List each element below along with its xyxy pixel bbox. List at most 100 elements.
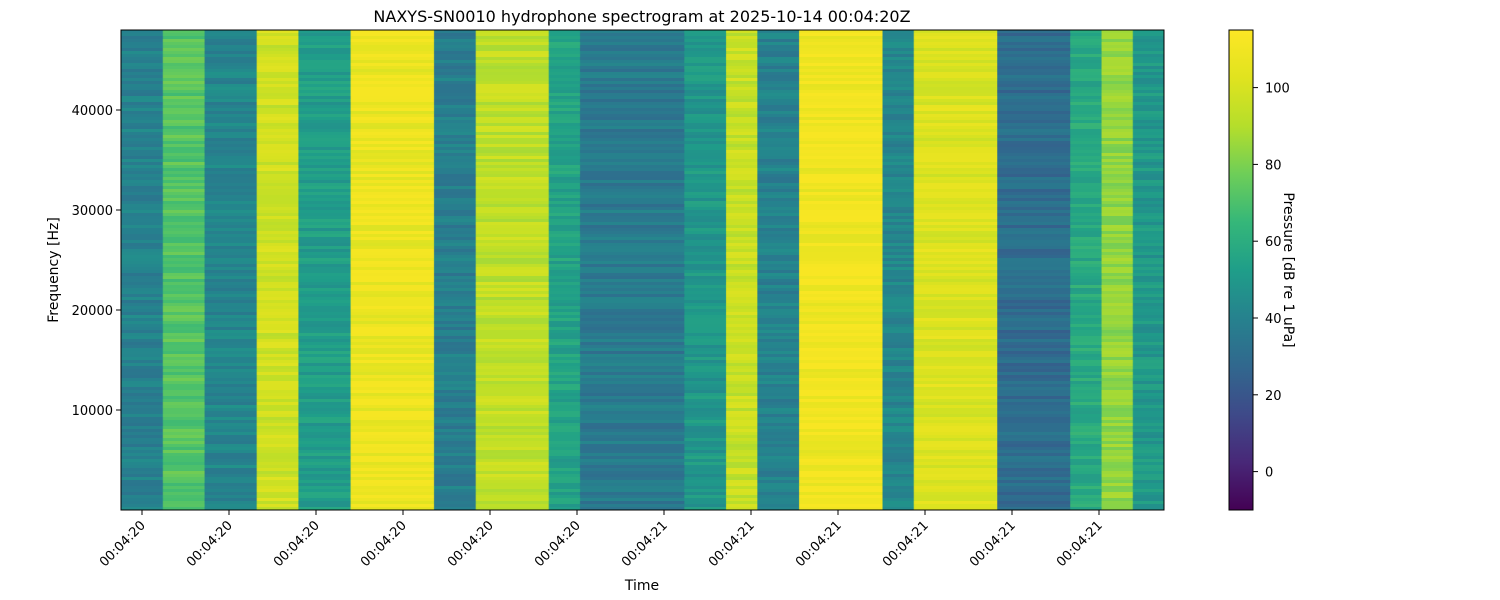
frequency-streak <box>475 390 550 393</box>
frequency-streak <box>725 351 758 354</box>
frequency-streak <box>997 54 1071 57</box>
frequency-streak <box>256 189 299 192</box>
frequency-streak <box>882 123 915 126</box>
frequency-streak <box>684 333 727 336</box>
frequency-streak <box>298 213 352 216</box>
frequency-streak <box>433 231 477 234</box>
frequency-streak <box>256 216 299 219</box>
frequency-streak <box>162 489 206 492</box>
frequency-streak <box>475 477 550 480</box>
frequency-streak <box>162 237 206 240</box>
frequency-streak <box>433 78 477 81</box>
frequency-streak <box>997 372 1071 375</box>
frequency-streak <box>298 477 352 480</box>
frequency-streak <box>1132 504 1164 507</box>
frequency-streak <box>162 90 206 93</box>
frequency-streak <box>1101 189 1134 192</box>
frequency-streak <box>798 51 883 54</box>
frequency-streak <box>475 159 550 162</box>
frequency-streak <box>798 54 883 57</box>
frequency-streak <box>684 204 727 207</box>
frequency-streak <box>579 435 685 438</box>
frequency-streak <box>1101 423 1134 426</box>
frequency-streak <box>256 480 299 483</box>
frequency-streak <box>433 138 477 141</box>
colorbar-tick-label: 80 <box>1265 158 1282 173</box>
frequency-streak <box>1070 342 1103 345</box>
frequency-streak <box>725 294 758 297</box>
frequency-streak <box>757 51 800 54</box>
frequency-streak <box>913 36 998 39</box>
frequency-streak <box>684 33 727 36</box>
frequency-streak <box>757 474 800 477</box>
frequency-streak <box>350 339 435 342</box>
frequency-streak <box>256 489 299 492</box>
frequency-streak <box>882 231 915 234</box>
frequency-streak <box>882 117 915 120</box>
frequency-streak <box>757 174 800 177</box>
frequency-streak <box>913 366 998 369</box>
frequency-streak <box>548 339 581 342</box>
frequency-streak <box>204 162 258 165</box>
frequency-streak <box>1101 192 1134 195</box>
frequency-streak <box>548 165 581 168</box>
frequency-streak <box>1070 486 1103 489</box>
frequency-streak <box>579 135 685 138</box>
frequency-streak <box>1070 210 1103 213</box>
frequency-streak <box>882 486 915 489</box>
frequency-streak <box>433 297 477 300</box>
frequency-streak <box>882 42 915 45</box>
frequency-streak <box>1132 165 1164 168</box>
frequency-streak <box>1070 432 1103 435</box>
frequency-streak <box>162 285 206 288</box>
frequency-streak <box>579 318 685 321</box>
frequency-streak <box>882 105 915 108</box>
frequency-streak <box>256 135 299 138</box>
frequency-streak <box>298 450 352 453</box>
frequency-streak <box>798 366 883 369</box>
frequency-streak <box>256 366 299 369</box>
frequency-streak <box>298 459 352 462</box>
frequency-streak <box>913 201 998 204</box>
frequency-streak <box>256 126 299 129</box>
frequency-streak <box>433 336 477 339</box>
frequency-streak <box>1070 93 1103 96</box>
frequency-streak <box>433 360 477 363</box>
frequency-streak <box>1101 381 1134 384</box>
frequency-streak <box>433 327 477 330</box>
frequency-streak <box>757 462 800 465</box>
frequency-streak <box>725 198 758 201</box>
frequency-streak <box>1070 234 1103 237</box>
frequency-streak <box>1101 291 1134 294</box>
frequency-streak <box>1101 198 1134 201</box>
frequency-streak <box>548 438 581 441</box>
frequency-streak <box>350 138 435 141</box>
frequency-streak <box>798 396 883 399</box>
frequency-streak <box>433 171 477 174</box>
frequency-streak <box>913 234 998 237</box>
frequency-streak <box>579 270 685 273</box>
frequency-streak <box>579 315 685 318</box>
frequency-streak <box>725 162 758 165</box>
frequency-streak <box>298 156 352 159</box>
frequency-streak <box>757 441 800 444</box>
frequency-streak <box>882 282 915 285</box>
frequency-streak <box>684 300 727 303</box>
frequency-streak <box>579 153 685 156</box>
frequency-streak <box>162 273 206 276</box>
frequency-streak <box>1070 186 1103 189</box>
frequency-streak <box>684 462 727 465</box>
frequency-streak <box>350 186 435 189</box>
frequency-streak <box>298 456 352 459</box>
frequency-streak <box>298 414 352 417</box>
frequency-streak <box>757 33 800 36</box>
frequency-streak <box>798 207 883 210</box>
frequency-streak <box>684 453 727 456</box>
frequency-streak <box>475 378 550 381</box>
frequency-streak <box>548 234 581 237</box>
frequency-streak <box>256 309 299 312</box>
frequency-streak <box>997 168 1071 171</box>
frequency-streak <box>121 51 164 54</box>
frequency-streak <box>204 51 258 54</box>
